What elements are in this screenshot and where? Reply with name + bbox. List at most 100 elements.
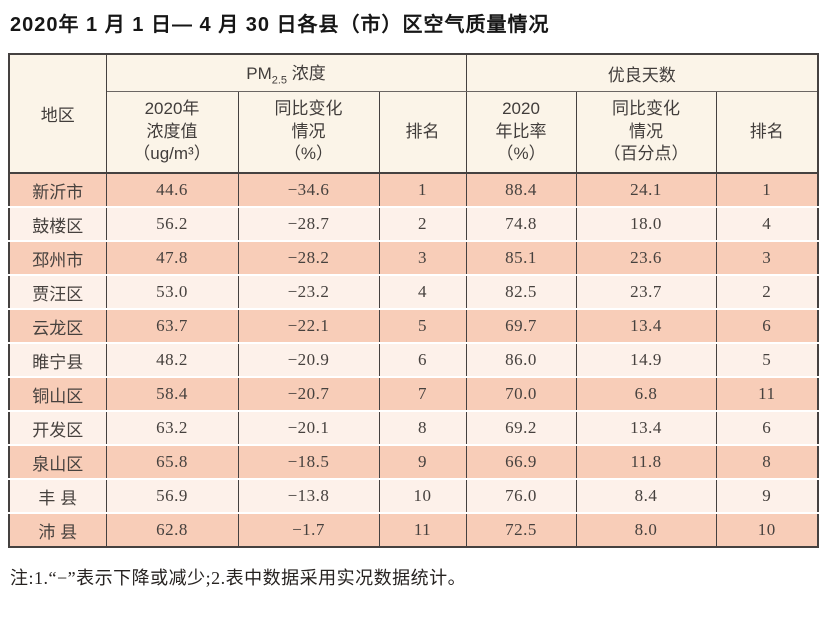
good-rank-cell: 11 bbox=[715, 376, 819, 412]
pm25-value-cell: 56.9 bbox=[105, 478, 239, 514]
pm25-value-header: 2020年 浓度值 （ug/m³） bbox=[105, 91, 239, 174]
region-cell: 泉山区 bbox=[8, 444, 107, 480]
table-header: 地区 PM2.5 浓度 优良天数 2020年 浓度值 （ug/m³） 同比变化 … bbox=[8, 54, 819, 174]
good-rank-cell: 3 bbox=[715, 240, 819, 276]
good-ratio-cell: 66.9 bbox=[465, 444, 577, 480]
good-rank-cell: 9 bbox=[715, 478, 819, 514]
region-column-header: 地区 bbox=[8, 54, 107, 174]
good-ratio-cell: 74.8 bbox=[465, 206, 577, 242]
pm25-value-cell: 63.2 bbox=[105, 410, 239, 446]
good-change-cell: 8.4 bbox=[575, 478, 717, 514]
pm25-group-header: PM2.5 浓度 bbox=[105, 54, 467, 92]
region-cell: 丰 县 bbox=[8, 478, 107, 514]
pm25-change-cell: −20.1 bbox=[237, 410, 380, 446]
good-ratio-cell: 85.1 bbox=[465, 240, 577, 276]
pm25-rank-cell: 1 bbox=[378, 172, 467, 208]
good-ratio-cell: 72.5 bbox=[465, 512, 577, 548]
table-row: 沛 县 62.8 −1.7 11 72.5 8.0 10 bbox=[8, 512, 819, 548]
pm25-rank-header: 排名 bbox=[378, 91, 467, 174]
pm25-subscript: 2.5 bbox=[271, 74, 288, 87]
region-cell: 云龙区 bbox=[8, 308, 107, 344]
good-change-cell: 13.4 bbox=[575, 410, 717, 446]
pm25-value-cell: 65.8 bbox=[105, 444, 239, 480]
pm25-value-cell: 48.2 bbox=[105, 342, 239, 378]
good-change-cell: 11.8 bbox=[575, 444, 717, 480]
region-cell: 沛 县 bbox=[8, 512, 107, 548]
pm25-value-cell: 56.2 bbox=[105, 206, 239, 242]
pm25-value-cell: 47.8 bbox=[105, 240, 239, 276]
pm25-rank-cell: 3 bbox=[378, 240, 467, 276]
good-rank-cell: 10 bbox=[715, 512, 819, 548]
pm25-change-cell: −13.8 bbox=[237, 478, 380, 514]
good-ratio-header: 2020 年比率 （%） bbox=[465, 91, 577, 174]
pm25-change-cell: −20.9 bbox=[237, 342, 380, 378]
pm25-rank-cell: 5 bbox=[378, 308, 467, 344]
table-row: 邳州市 47.8 −28.2 3 85.1 23.6 3 bbox=[8, 240, 819, 276]
good-days-group-header: 优良天数 bbox=[465, 54, 819, 92]
pm25-rank-cell: 8 bbox=[378, 410, 467, 446]
page-title: 2020年 1 月 1 日— 4 月 30 日各县（市）区空气质量情况 bbox=[10, 14, 550, 36]
region-cell: 开发区 bbox=[8, 410, 107, 446]
good-ratio-cell: 76.0 bbox=[465, 478, 577, 514]
pm25-rank-cell: 2 bbox=[378, 206, 467, 242]
good-change-cell: 6.8 bbox=[575, 376, 717, 412]
footnote: 注:1.“−”表示下降或减少;2.表中数据采用实况数据统计。 bbox=[10, 568, 467, 588]
pm25-suffix: 浓度 bbox=[287, 64, 326, 84]
pm25-rank-cell: 7 bbox=[378, 376, 467, 412]
table-row: 睢宁县 48.2 −20.9 6 86.0 14.9 5 bbox=[8, 342, 819, 378]
pm25-change-cell: −34.6 bbox=[237, 172, 380, 208]
pm25-value-cell: 44.6 bbox=[105, 172, 239, 208]
good-change-cell: 18.0 bbox=[575, 206, 717, 242]
pm25-rank-cell: 11 bbox=[378, 512, 467, 548]
good-change-cell: 14.9 bbox=[575, 342, 717, 378]
pm25-rank-cell: 6 bbox=[378, 342, 467, 378]
good-change-cell: 24.1 bbox=[575, 172, 717, 208]
pm25-change-cell: −18.5 bbox=[237, 444, 380, 480]
good-rank-cell: 4 bbox=[715, 206, 819, 242]
pm25-change-cell: −28.7 bbox=[237, 206, 380, 242]
good-rank-cell: 6 bbox=[715, 308, 819, 344]
table-row: 泉山区 65.8 −18.5 9 66.9 11.8 8 bbox=[8, 444, 819, 480]
pm25-rank-cell: 10 bbox=[378, 478, 467, 514]
good-change-header: 同比变化 情况 （百分点） bbox=[575, 91, 717, 174]
pm25-change-header: 同比变化 情况 （%） bbox=[237, 91, 380, 174]
pm25-value-cell: 63.7 bbox=[105, 308, 239, 344]
air-quality-table: 地区 PM2.5 浓度 优良天数 2020年 浓度值 （ug/m³） 同比变化 … bbox=[8, 53, 820, 548]
pm25-rank-cell: 4 bbox=[378, 274, 467, 310]
pm25-change-cell: −22.1 bbox=[237, 308, 380, 344]
good-ratio-cell: 70.0 bbox=[465, 376, 577, 412]
table-row: 贾汪区 53.0 −23.2 4 82.5 23.7 2 bbox=[8, 274, 819, 310]
good-change-cell: 13.4 bbox=[575, 308, 717, 344]
pm25-value-cell: 62.8 bbox=[105, 512, 239, 548]
region-cell: 邳州市 bbox=[8, 240, 107, 276]
sub-header-row: 2020年 浓度值 （ug/m³） 同比变化 情况 （%） 排名 2020 年比… bbox=[9, 91, 819, 174]
good-rank-cell: 2 bbox=[715, 274, 819, 310]
region-cell: 鼓楼区 bbox=[8, 206, 107, 242]
good-change-cell: 23.7 bbox=[575, 274, 717, 310]
pm25-value-cell: 58.4 bbox=[105, 376, 239, 412]
table-row: 铜山区 58.4 −20.7 7 70.0 6.8 11 bbox=[8, 376, 819, 412]
table-row: 新沂市 44.6 −34.6 1 88.4 24.1 1 bbox=[8, 172, 819, 208]
good-rank-cell: 5 bbox=[715, 342, 819, 378]
pm25-change-cell: −28.2 bbox=[237, 240, 380, 276]
table-row: 鼓楼区 56.2 −28.7 2 74.8 18.0 4 bbox=[8, 206, 819, 242]
pm25-prefix: PM bbox=[246, 64, 272, 84]
good-change-cell: 23.6 bbox=[575, 240, 717, 276]
region-cell: 新沂市 bbox=[8, 172, 107, 208]
good-rank-cell: 6 bbox=[715, 410, 819, 446]
pm25-change-cell: −23.2 bbox=[237, 274, 380, 310]
good-ratio-cell: 82.5 bbox=[465, 274, 577, 310]
pm25-change-cell: −20.7 bbox=[237, 376, 380, 412]
good-rank-header: 排名 bbox=[715, 91, 819, 174]
good-rank-cell: 1 bbox=[715, 172, 819, 208]
region-cell: 贾汪区 bbox=[8, 274, 107, 310]
good-ratio-cell: 69.7 bbox=[465, 308, 577, 344]
good-change-cell: 8.0 bbox=[575, 512, 717, 548]
good-ratio-cell: 86.0 bbox=[465, 342, 577, 378]
pm25-rank-cell: 9 bbox=[378, 444, 467, 480]
good-ratio-cell: 88.4 bbox=[465, 172, 577, 208]
table-row: 丰 县 56.9 −13.8 10 76.0 8.4 9 bbox=[8, 478, 819, 514]
pm25-change-cell: −1.7 bbox=[237, 512, 380, 548]
good-rank-cell: 8 bbox=[715, 444, 819, 480]
